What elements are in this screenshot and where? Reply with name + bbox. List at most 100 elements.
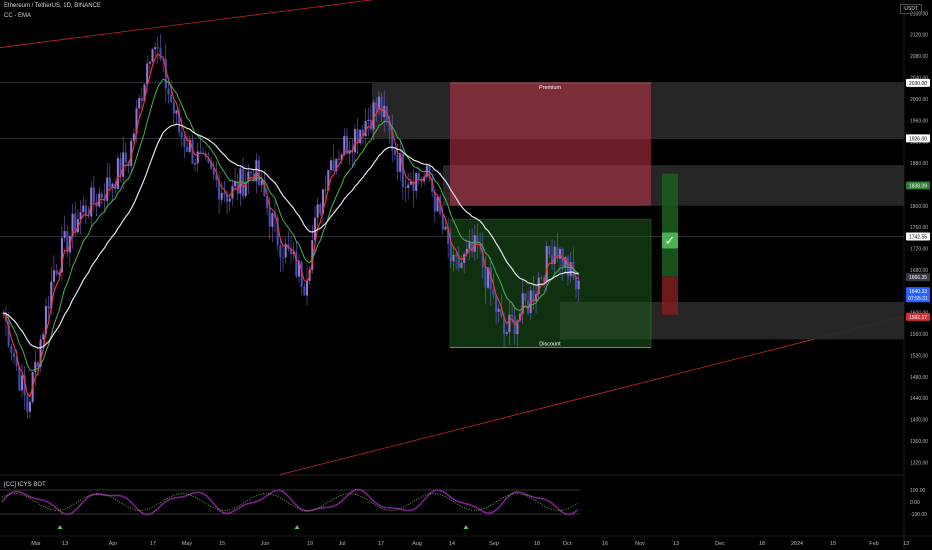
axes: 2160.00 2120.00 2080.00 2040.00 2000.00 1960.… (31, 11, 930, 547)
time-tick-label: Mar (31, 541, 41, 547)
candle-body (76, 219, 79, 233)
candle-body (345, 135, 348, 154)
candle-body (242, 168, 245, 197)
time-tick-label: Nov (635, 541, 645, 547)
candle-body (335, 158, 338, 172)
candle-body (60, 238, 63, 273)
price-tag-bg (906, 232, 930, 241)
candle-body (42, 333, 45, 340)
candle-body (503, 316, 506, 334)
price-tick-label: 1520.00 (910, 353, 928, 359)
time-tick-label: 13 (62, 541, 68, 547)
candle-body (74, 213, 77, 233)
position-target-zone (662, 173, 678, 277)
check-badge (662, 232, 678, 249)
price-tick-label: 2080.00 (910, 54, 928, 60)
price-tag-red-tag: 1592.17 (909, 315, 927, 321)
candle-body (313, 217, 317, 241)
candle-body (36, 362, 39, 367)
position-stop-zone (662, 276, 678, 315)
oscillator-title[interactable]: [CC] ICYS BOT (4, 482, 46, 488)
candle-body (154, 47, 157, 50)
candle-body (380, 96, 383, 118)
candle-body (348, 150, 351, 154)
candle-body (156, 47, 159, 49)
time-tick-label: 13 (673, 541, 679, 547)
candle-body (116, 158, 119, 189)
candle-body (540, 277, 543, 279)
candle-body (178, 110, 181, 133)
price-tick-label: 2160.00 (910, 11, 928, 17)
candle-body (188, 139, 191, 152)
premium-label: Premium (539, 85, 561, 91)
buy-signal-marker (57, 525, 63, 529)
candle-body (452, 254, 455, 262)
candle-body (548, 246, 551, 255)
candle-body (457, 255, 460, 268)
candle-body (407, 184, 410, 189)
candle-body (489, 267, 492, 290)
candle-body (383, 105, 386, 118)
candle-body (484, 267, 487, 288)
candle-body (289, 248, 293, 255)
candle-body (15, 357, 18, 366)
candle-body (295, 251, 298, 277)
candle-body (146, 63, 149, 85)
candle-body (292, 251, 295, 255)
time-tick-label: Sep (489, 541, 499, 547)
time-tick-label: 13 (903, 541, 909, 547)
candle-body (34, 362, 37, 373)
osc-tick-label: -100.00 (910, 512, 927, 518)
price-tag-bg (906, 134, 930, 143)
candle-body (66, 231, 69, 253)
price-tick-label: 1720.00 (910, 247, 928, 253)
candle-body (164, 58, 167, 89)
price-tag-bg (906, 78, 930, 87)
candle-body (364, 120, 367, 136)
candle-body (439, 196, 442, 215)
candle-body (194, 163, 197, 165)
ema-fast-line (2, 53, 579, 398)
time-tick-label: Dec (715, 541, 725, 547)
indicator-title[interactable]: CC - EMA (4, 13, 31, 19)
candle-body (545, 246, 548, 283)
candle-body (436, 196, 439, 212)
candle-body (505, 332, 508, 334)
symbol-title[interactable]: Ethereum / TetherUS, 1D, BINANCE (4, 3, 101, 9)
candle-body (234, 181, 237, 187)
candle-body (39, 339, 42, 367)
candle-body (265, 196, 269, 208)
candle-body (50, 281, 53, 309)
time-tick-label: 2024 (791, 541, 803, 547)
price-tick-label: 1360.00 (910, 439, 928, 445)
ema-mid-line (3, 78, 579, 371)
candle-body (140, 98, 143, 102)
candle-body (10, 346, 13, 353)
candle-body (412, 181, 415, 191)
candle-body (353, 129, 356, 153)
candle-body (324, 189, 327, 191)
candle-body (100, 193, 103, 198)
currency-button[interactable]: USDT (900, 4, 922, 14)
time-tick-label: May (182, 541, 193, 547)
candle-body (521, 293, 524, 314)
candle-body (551, 254, 554, 264)
candle-body (20, 375, 24, 391)
candle-body (159, 48, 162, 59)
candle-body (281, 257, 285, 259)
candle-body (393, 150, 396, 156)
price-tick-label: 2040.00 (910, 75, 928, 81)
price-tick-label: 2000.00 (910, 97, 928, 103)
candle-body (250, 171, 253, 174)
price-tag-premium-top: 2030.00 (909, 81, 927, 87)
candle-body (279, 245, 282, 258)
candle-body (23, 375, 26, 396)
candle-body (556, 246, 559, 259)
candle-body (284, 244, 287, 258)
time-tick-label: Jun (261, 541, 270, 547)
candle-body (191, 139, 194, 164)
indicator-pane (0, 488, 580, 529)
candle-body (511, 314, 514, 317)
candle-body (431, 178, 434, 192)
